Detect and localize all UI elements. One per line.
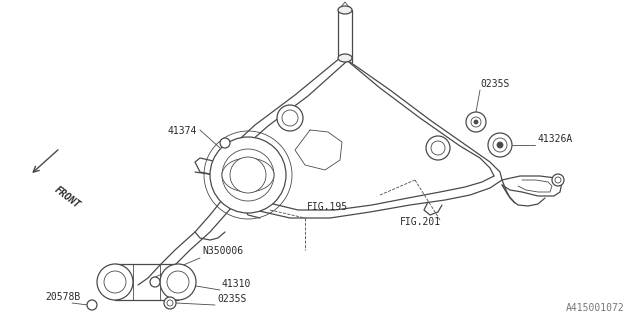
- Text: 0235S: 0235S: [217, 294, 246, 304]
- Circle shape: [230, 157, 266, 193]
- Ellipse shape: [338, 6, 352, 14]
- Circle shape: [164, 297, 176, 309]
- Circle shape: [87, 300, 97, 310]
- Text: 41310: 41310: [222, 279, 252, 289]
- Circle shape: [493, 138, 507, 152]
- Circle shape: [150, 277, 160, 287]
- Circle shape: [555, 177, 561, 183]
- Circle shape: [210, 137, 286, 213]
- Circle shape: [466, 112, 486, 132]
- Circle shape: [167, 271, 189, 293]
- Circle shape: [497, 142, 503, 148]
- Circle shape: [220, 138, 230, 148]
- Circle shape: [431, 141, 445, 155]
- Circle shape: [471, 117, 481, 127]
- Circle shape: [488, 133, 512, 157]
- Circle shape: [97, 264, 133, 300]
- Text: 41326A: 41326A: [537, 134, 572, 144]
- Ellipse shape: [222, 158, 274, 192]
- Text: 20578B: 20578B: [45, 292, 80, 302]
- Circle shape: [167, 300, 173, 306]
- Text: A415001072: A415001072: [566, 303, 625, 313]
- Ellipse shape: [338, 54, 352, 62]
- Circle shape: [474, 120, 478, 124]
- Text: FRONT: FRONT: [53, 185, 83, 211]
- Text: N350006: N350006: [202, 246, 243, 256]
- Circle shape: [552, 174, 564, 186]
- Circle shape: [426, 136, 450, 160]
- Text: 0235S: 0235S: [480, 79, 509, 89]
- Circle shape: [160, 264, 196, 300]
- Circle shape: [282, 110, 298, 126]
- Text: FIG.201: FIG.201: [400, 217, 441, 227]
- Text: 41374: 41374: [168, 126, 197, 136]
- Text: FIG.195: FIG.195: [307, 202, 348, 212]
- Circle shape: [222, 149, 274, 201]
- Circle shape: [104, 271, 126, 293]
- Circle shape: [277, 105, 303, 131]
